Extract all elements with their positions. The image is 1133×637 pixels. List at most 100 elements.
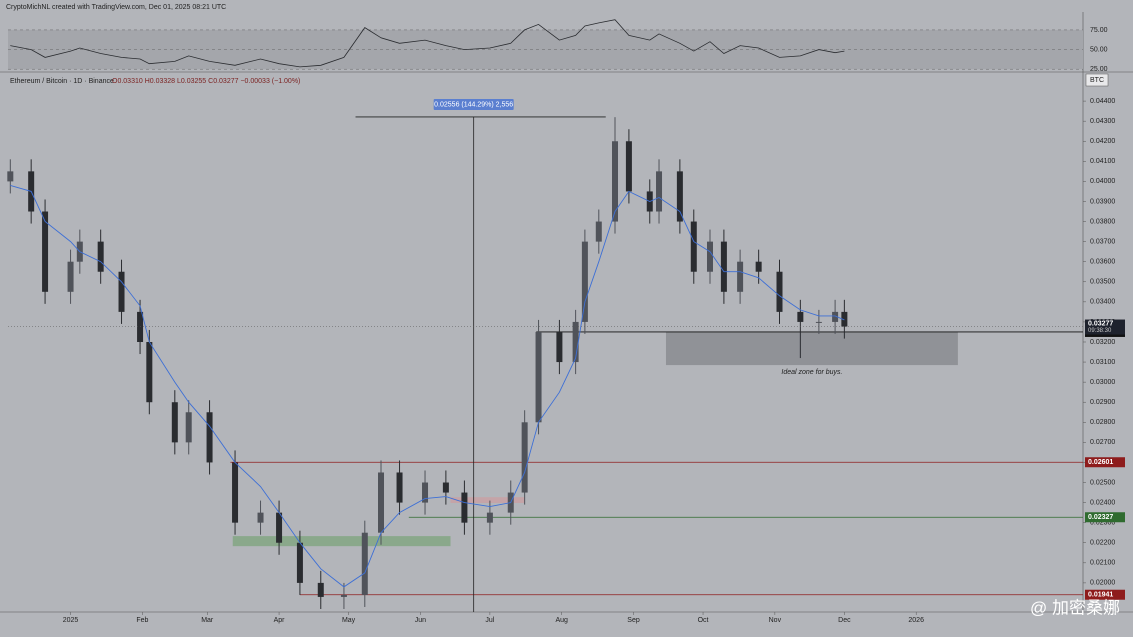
candle-body	[97, 241, 104, 272]
moving-average	[10, 184, 845, 588]
candle-body	[361, 532, 368, 595]
x-tick-label: Oct	[698, 617, 709, 624]
candle-body	[841, 311, 848, 327]
y-tick-label: 0.04400	[1090, 98, 1115, 105]
measure-box	[433, 98, 514, 110]
candle-body	[396, 472, 403, 503]
credit: CryptoMichNL created with TradingView.co…	[6, 4, 226, 11]
x-tick-label: Jun	[415, 617, 426, 624]
zone-label: Ideal zone for buys.	[781, 369, 842, 376]
y-tick-label: 0.02100	[1090, 560, 1115, 567]
candle-body	[595, 221, 602, 242]
candle-body	[755, 261, 762, 272]
candle-body	[776, 271, 783, 312]
y-tick-label: 0.04300	[1090, 118, 1115, 125]
y-tick-label: 0.02900	[1090, 399, 1115, 406]
y-tick-label: 0.02500	[1090, 479, 1115, 486]
highlight-box	[450, 497, 525, 503]
candle-body	[676, 171, 683, 222]
buy-zone	[665, 331, 958, 366]
candle-body	[612, 141, 619, 222]
candle-body	[521, 422, 528, 493]
y-tick-label: 0.02200	[1090, 540, 1115, 547]
candle-body	[832, 311, 839, 322]
y-tick-label: 0.03600	[1090, 259, 1115, 266]
y-tick-label: 0.04000	[1090, 178, 1115, 185]
y-tick-label: 0.03500	[1090, 279, 1115, 286]
candle-body	[535, 331, 542, 423]
candle-body	[118, 271, 125, 312]
watermark: @ 加密桑娜	[1030, 598, 1120, 617]
candle-body	[815, 321, 822, 323]
candle-body	[737, 261, 744, 292]
candle-body	[706, 241, 713, 272]
candle-body	[556, 331, 563, 363]
currency[interactable]: BTC	[1090, 77, 1104, 84]
candle-body	[720, 241, 727, 292]
candle-body	[656, 171, 663, 212]
candle-body	[146, 341, 153, 403]
x-tick-label: May	[342, 617, 356, 624]
y-tick-label: 0.02700	[1090, 439, 1115, 446]
candle-body	[340, 594, 347, 597]
candle-body	[461, 492, 468, 523]
x-tick-label: 2026	[908, 617, 924, 624]
level-tag	[1085, 457, 1125, 468]
currency-box[interactable]	[1085, 73, 1109, 87]
y-tick-label: 0.04200	[1090, 138, 1115, 145]
candle-body	[572, 321, 579, 363]
y-tick-label: 0.03200	[1090, 339, 1115, 346]
candle-body	[422, 482, 429, 503]
x-tick-label: Mar	[201, 617, 214, 624]
highlight-box	[232, 536, 451, 547]
candle-body	[7, 171, 14, 182]
candle-body	[296, 542, 303, 583]
y-tick-label: 0.03400	[1090, 299, 1115, 306]
candle-body	[67, 261, 74, 292]
x-tick-label: Feb	[136, 617, 148, 624]
rsi-tick-label: 75.00	[1090, 27, 1108, 34]
y-tick-label: 0.02300	[1090, 520, 1115, 527]
current-tag	[1085, 319, 1125, 335]
ohlc: O0.03310 H0.03328 L0.03255 C0.03277 −0.0…	[112, 78, 300, 85]
level-label: 0.02327	[1088, 514, 1113, 521]
rsi-tick-label: 50.00	[1090, 46, 1108, 53]
level-label: 0.01941	[1088, 592, 1113, 599]
candle-body	[625, 141, 632, 192]
y-tick-label: 0.03100	[1090, 359, 1115, 366]
candle-body	[486, 512, 493, 523]
y-tick-label: 0.04100	[1090, 158, 1115, 165]
y-tick-label: 0.03800	[1090, 218, 1115, 225]
level-tag	[1085, 589, 1125, 600]
x-tick-label: Aug	[555, 617, 568, 624]
y-tick-label: 0.03000	[1090, 379, 1115, 386]
x-tick-label: Dec	[838, 617, 851, 624]
candle-body	[442, 482, 449, 493]
symbol: Ethereum / Bitcoin · 1D · Binance	[10, 78, 114, 85]
candle-body	[317, 582, 324, 597]
candle-body	[42, 211, 49, 292]
x-tick-label: 2025	[63, 617, 79, 624]
x-tick-label: Sep	[627, 617, 640, 624]
candle-body	[581, 241, 588, 322]
level-tag	[1085, 512, 1125, 523]
y-tick-label: 0.02000	[1090, 580, 1115, 587]
candle-body	[232, 462, 239, 523]
candle-body	[206, 412, 213, 463]
rsi-tick-label: 25.00	[1090, 66, 1108, 73]
measure-label: 0.02556 (144.29%) 2,556	[434, 101, 513, 108]
candle-body	[378, 472, 385, 533]
countdown: 09:38:30	[1088, 328, 1112, 334]
y-tick-label: 0.02400	[1090, 499, 1115, 506]
candle-body	[690, 221, 697, 272]
rsi-line	[10, 19, 845, 68]
y-tick-label: 0.03700	[1090, 238, 1115, 245]
x-tick-label: Apr	[274, 617, 286, 624]
y-tick-label: 0.03900	[1090, 198, 1115, 205]
candle-body	[257, 512, 264, 523]
current-label: 0.03277	[1088, 320, 1113, 327]
candle-body	[137, 311, 144, 342]
candle-body	[185, 412, 192, 443]
